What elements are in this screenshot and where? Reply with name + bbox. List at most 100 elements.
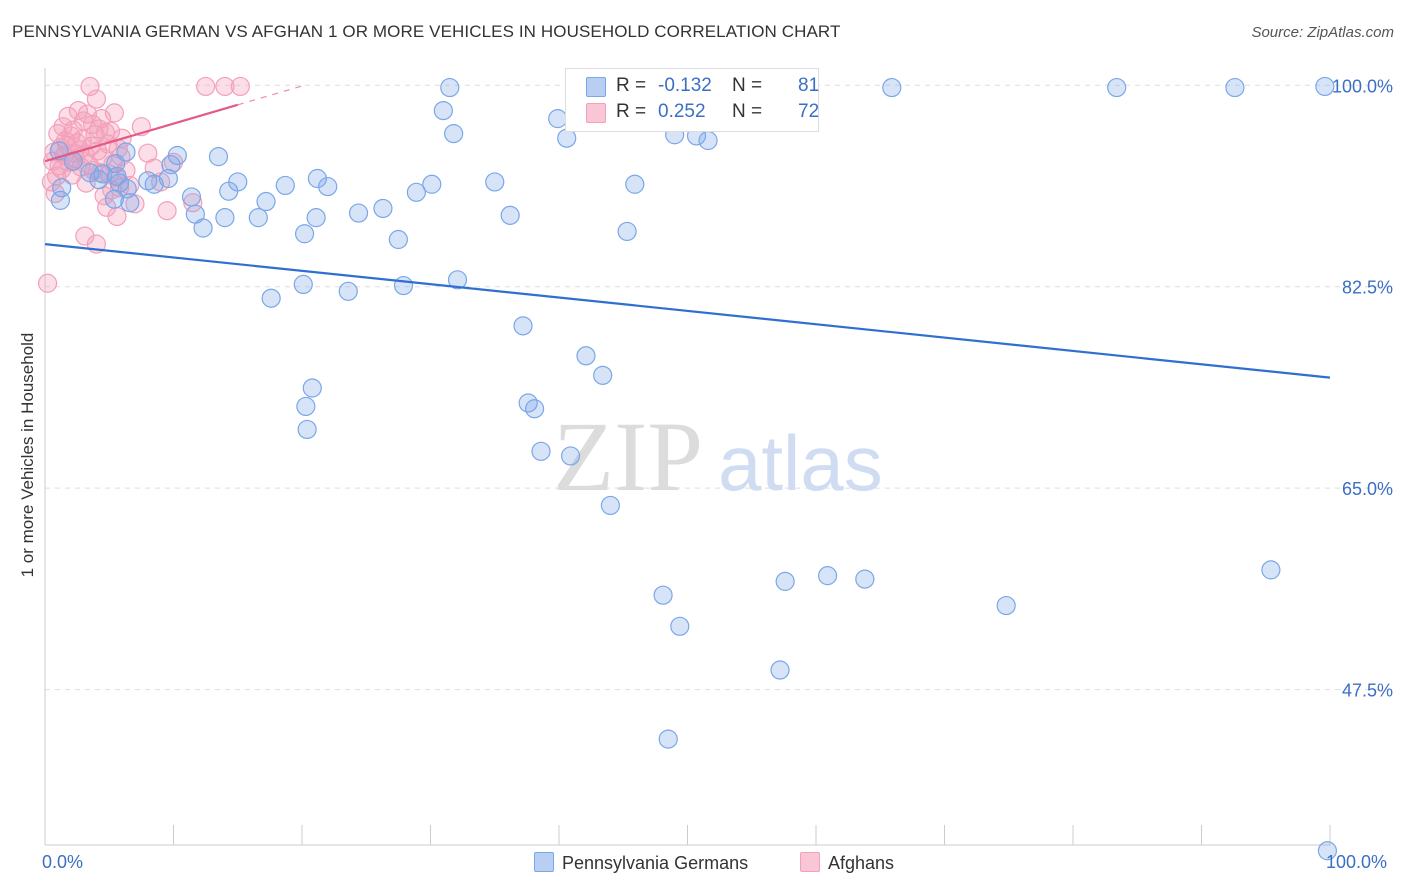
pennsylvania-germans-point [698, 130, 718, 151]
pennsylvania-germans-point [208, 147, 229, 167]
pennsylvania-germans-point [775, 571, 795, 591]
pennsylvania-germans-point [293, 274, 313, 295]
y-tick-label: 65.0% [1342, 479, 1393, 499]
pennsylvania-germans-point [531, 441, 551, 461]
pennsylvania-germans-point [275, 175, 295, 196]
axes [44, 68, 1331, 846]
chart-title: PENNSYLVANIA GERMAN VS AFGHAN 1 OR MORE … [12, 22, 841, 41]
pennsylvania-germans-point [576, 346, 596, 366]
pennsylvania-germans-point [406, 182, 426, 202]
pennsylvania-germans-point [296, 396, 316, 417]
pennsylvania-germans-point [1315, 76, 1335, 97]
pennsylvania-germans-point [617, 221, 637, 242]
pennsylvania-germans-point [256, 191, 276, 212]
bottom-legend-afghans: Afghans [800, 852, 894, 874]
pennsylvania-germans-point [444, 124, 464, 144]
y-axis-label: 1 or more Vehicles in Household [18, 332, 37, 578]
afghans-point [77, 104, 98, 124]
afghans-trend-line [44, 103, 239, 163]
legend-r-label: R = [616, 75, 647, 96]
pennsylvania-germans-point [120, 193, 140, 213]
pennsylvania-germans-point [658, 729, 678, 749]
pennsylvania-germans-point [306, 208, 326, 228]
pennsylvania-germans-points [49, 76, 1338, 861]
pennsylvania-germans-point [560, 446, 581, 466]
afghans-point [98, 134, 118, 154]
pennsylvania-germans-point [181, 187, 202, 207]
pennsylvania-germans-point [1261, 560, 1281, 580]
pennsylvania-germans-point [93, 164, 113, 184]
pennsylvania-germans-point [500, 205, 520, 225]
pennsylvania-germans-point [440, 77, 460, 98]
pennsylvania-germans-point [447, 270, 468, 290]
pennsylvania-germans-point [600, 495, 621, 516]
watermark-zip: ZIP [553, 401, 703, 512]
pennsylvania-germans-point [348, 203, 369, 223]
pennsylvania-germans-point [1107, 77, 1127, 98]
pennsylvania-germans-point [261, 288, 281, 308]
legend-n-label: N = [732, 75, 763, 96]
pennsylvania-germans-point [50, 190, 71, 210]
pennsylvania-germans-point [144, 174, 164, 194]
legend-r-value: 0.252 [658, 101, 706, 122]
afghans-point [183, 193, 203, 213]
bottom-legend-swatch-blue [534, 852, 554, 872]
source-label: Source: ZipAtlas.com [1251, 24, 1394, 41]
pennsylvania-germans-point [855, 569, 875, 589]
trend-lines [44, 85, 1331, 379]
watermark-atlas: atlas [718, 419, 883, 507]
pennsylvania-germans-point [770, 660, 790, 680]
pennsylvania-germans-point [548, 109, 568, 129]
pennsylvania-germans-point [513, 316, 533, 336]
pennsylvania-germans-point [388, 229, 408, 250]
watermark: ZIP atlas [553, 401, 883, 512]
pennsylvania-germans-point [625, 174, 645, 194]
legend-swatch-pink [586, 103, 606, 123]
pennsylvania-germans-point [302, 378, 322, 398]
pennsylvania-germans-point [996, 595, 1016, 616]
pennsylvania-germans-point [116, 142, 136, 162]
pennsylvania-germans-point [593, 365, 613, 385]
pennsylvania-germans-point [338, 281, 358, 301]
y-tick-labels: 100.0% 82.5% 65.0% 47.5% [1332, 76, 1393, 700]
pennsylvania-germans-point [294, 224, 315, 244]
pennsylvania-germans-point [167, 145, 187, 166]
afghans-point [80, 76, 100, 97]
pennsylvania-germans-point [1225, 77, 1245, 98]
pennsylvania-germans-point [670, 616, 690, 636]
bottom-legend-label: Pennsylvania Germans [562, 853, 749, 873]
legend-n-value: 72 [798, 101, 820, 122]
pennsylvania-germans-point [109, 173, 130, 193]
pennsylvania-germans-point [1317, 841, 1338, 861]
pennsylvania-germans-point [882, 77, 902, 98]
afghans-point [157, 201, 177, 221]
afghans-point [215, 76, 235, 97]
y-tick-label: 82.5% [1342, 278, 1393, 298]
pennsylvania-germans-point [653, 585, 673, 605]
bottom-legend-pennsylvania-germans: Pennsylvania Germans [534, 852, 748, 874]
x-tick-label-max: 100.0% [1326, 852, 1388, 872]
y-tick-label: 47.5% [1342, 681, 1393, 701]
pennsylvania-germans-point [393, 275, 414, 296]
afghans-point [37, 273, 58, 293]
pennsylvania-germans-point [422, 174, 442, 194]
pennsylvania-germans-point [307, 168, 328, 189]
afghans-point [86, 89, 107, 109]
pennsylvania-germans-trend-line [44, 243, 1331, 379]
legend-r-label: R = [616, 101, 647, 122]
pennsylvania-germans-point [485, 172, 505, 192]
afghans-point [41, 172, 62, 192]
afghans-point [104, 103, 124, 123]
legend-swatch-blue [586, 77, 606, 97]
grid-lines [45, 84, 1395, 691]
correlation-legend: R = -0.132 N = 81 R = 0.252 N = 72 [565, 68, 819, 132]
pennsylvania-germans-point [193, 218, 213, 238]
pennsylvania-germans-point [373, 198, 393, 219]
afghans-point [107, 206, 127, 227]
legend-n-value: 81 [798, 75, 820, 96]
pennsylvania-germans-point [297, 419, 317, 440]
bottom-legend-label: Afghans [828, 853, 895, 873]
x-tick-label-min: 0.0% [42, 852, 84, 872]
legend-r-value: -0.132 [658, 75, 712, 96]
